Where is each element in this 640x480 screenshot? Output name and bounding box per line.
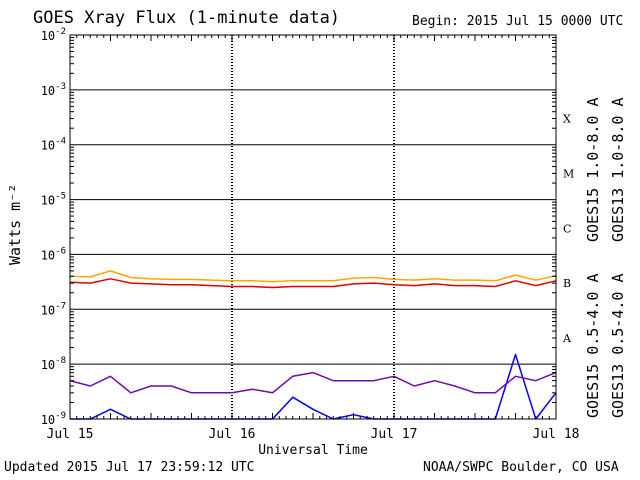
flare-class-label: A <box>562 332 572 345</box>
y-tick-label: 10-4 <box>41 137 66 153</box>
y-tick-label: 10-2 <box>41 27 66 43</box>
legend-goes15-long: GOES15 1.0-8.0 A <box>584 97 602 243</box>
grid-layer <box>70 34 556 420</box>
y-tick-label: 10-6 <box>41 246 66 262</box>
x-tick-label: Jul 16 <box>209 427 256 442</box>
flare-class-label: B <box>563 277 571 290</box>
y-tick-label: 10-5 <box>41 192 66 208</box>
x-tick-label: Jul 15 <box>47 427 94 442</box>
x-tick-label: Jul 17 <box>371 427 418 442</box>
series-line-1 <box>69 278 557 289</box>
x-axis-title: Universal Time <box>258 443 368 458</box>
begin-time-label: Begin: 2015 Jul 15 0000 UTC <box>412 14 624 29</box>
series-line-4 <box>69 371 557 394</box>
chart-title: GOES Xray Flux (1-minute data) <box>33 8 341 28</box>
y-tick-label: 10-3 <box>41 82 66 98</box>
y-tick-label: 10-8 <box>41 356 66 372</box>
y-tick-label: 10-7 <box>41 301 66 317</box>
x-tick-label: Jul 18 <box>533 427 580 442</box>
legend-goes13-long: GOES13 1.0-8.0 A <box>609 97 627 243</box>
y-tick-label: 10-9 <box>41 411 66 427</box>
legend-goes15-short: GOES15 0.5-4.0 A <box>584 273 602 419</box>
series-layer <box>69 270 557 420</box>
tick-layer <box>69 35 557 419</box>
flare-class-label: X <box>563 113 571 126</box>
y-axis-label: Watts m⁻² <box>6 183 24 265</box>
flare-class-label: C <box>563 222 571 235</box>
flare-class-label: M <box>563 167 574 180</box>
legend-goes13-short: GOES13 0.5-4.0 A <box>609 273 627 419</box>
credit-label: NOAA/SWPC Boulder, CO USA <box>423 460 619 475</box>
updated-timestamp: Updated 2015 Jul 17 23:59:12 UTC <box>4 460 255 475</box>
series-line-2 <box>69 270 557 283</box>
plot-frame <box>69 34 557 420</box>
